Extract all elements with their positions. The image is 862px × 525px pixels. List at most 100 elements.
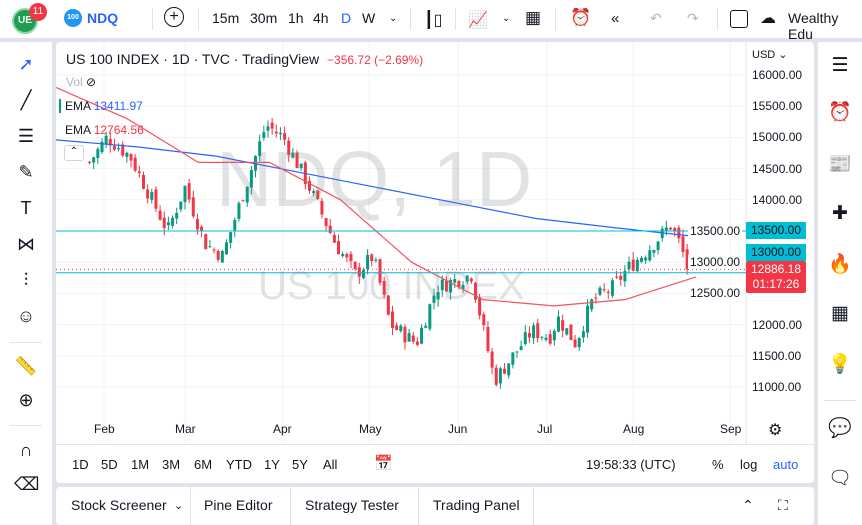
interval-4h[interactable]: 4h <box>313 10 329 26</box>
range-button[interactable]: 1D <box>72 457 89 472</box>
cloud-save-icon[interactable]: ☁ <box>760 10 776 27</box>
candle-body <box>399 325 403 332</box>
goto-date-icon[interactable]: 📅 <box>374 455 393 472</box>
time-tick: May <box>359 422 382 436</box>
fib-icon[interactable]: ☰ <box>17 126 35 146</box>
emoji-icon[interactable]: ☺ <box>16 306 36 326</box>
range-button[interactable]: 1M <box>131 457 150 472</box>
right-toolbar: ☰ ⏰ 📰 ✚ 🔥 ▦ 💡 💬 🗨 <box>818 42 862 525</box>
hotlist-fire-icon[interactable]: 🔥 <box>828 254 852 275</box>
replay-icon[interactable]: « <box>611 10 620 27</box>
candle-body <box>436 292 440 300</box>
vol-label[interactable]: Vol <box>66 75 83 89</box>
eraser-icon[interactable]: ⌫ <box>14 474 40 494</box>
redo-icon[interactable]: ↷ <box>687 10 699 26</box>
ema2-legend[interactable]: EMA 12764.56 <box>65 123 144 137</box>
interval-1h[interactable]: 1h <box>288 10 304 26</box>
auto-toggle[interactable]: auto <box>773 457 799 472</box>
add-note-icon[interactable]: ✚ <box>832 203 848 224</box>
candle-body <box>374 259 378 261</box>
collapse-panel-icon[interactable]: ⌃ <box>742 497 754 513</box>
candles-icon[interactable]: ┃▯ <box>424 12 443 29</box>
text-icon[interactable]: T <box>20 198 32 218</box>
candle-body <box>523 332 527 345</box>
interval-d[interactable]: D <box>341 10 352 26</box>
undo-icon[interactable]: ↶ <box>650 10 662 26</box>
candle-body <box>224 242 228 255</box>
clock-readout[interactable]: 19:58:33 (UTC) <box>586 457 676 472</box>
alarm-clock-icon[interactable]: ⏰ <box>828 102 852 123</box>
candle-body <box>627 261 631 270</box>
tab-stock-screener[interactable]: Stock Screener <box>71 497 167 513</box>
measure-lines-icon[interactable]: ⫶ <box>23 270 29 290</box>
candle-body <box>561 320 565 331</box>
magnet-icon[interactable]: ∩ <box>19 440 33 460</box>
chevron-down-icon[interactable]: ⌄ <box>502 13 511 24</box>
interval-w[interactable]: W <box>362 10 376 26</box>
candle-body <box>353 261 357 269</box>
tab-strategy-tester[interactable]: Strategy Tester <box>305 497 399 513</box>
pattern-icon[interactable]: ⋈ <box>17 234 35 254</box>
price-chart[interactable] <box>56 42 814 483</box>
candle-body <box>129 153 133 161</box>
news-icon[interactable]: 📰 <box>828 154 852 175</box>
watchlist-icon[interactable]: ☰ <box>831 55 849 76</box>
candle-body <box>669 227 673 230</box>
candle-body <box>581 331 585 338</box>
lightbulb-icon[interactable]: 💡 <box>828 354 852 375</box>
currency-select[interactable]: USD ⌄ <box>752 49 788 61</box>
chevron-down-icon[interactable]: ⌄ <box>389 13 398 24</box>
candle-body <box>249 170 253 188</box>
last-price: 12886.18 <box>750 262 802 276</box>
zoom-in-icon[interactable]: ⊕ <box>18 390 34 410</box>
add-symbol-icon[interactable]: + <box>164 7 184 27</box>
chart-pane[interactable]: NDQ, 1D US 100 INDEX US 100 INDEX · 1D ·… <box>56 42 814 483</box>
range-button[interactable]: All <box>323 457 338 472</box>
alert-clock-icon[interactable]: ⏰ <box>570 8 592 27</box>
candle-body <box>386 295 390 315</box>
ema1-legend[interactable]: EMA 13411.97 <box>59 99 143 113</box>
range-button[interactable]: 5Y <box>292 457 308 472</box>
account-name[interactable]: Wealthy Edu <box>788 10 839 42</box>
candle-body <box>440 279 444 291</box>
tab-pine-editor[interactable]: Pine Editor <box>204 497 273 513</box>
candle-body <box>212 249 216 251</box>
candle-body <box>370 254 374 261</box>
interval-30m[interactable]: 30m <box>250 10 278 26</box>
layout-grid-icon[interactable]: ▦ <box>525 8 542 27</box>
symbol-search[interactable]: 100 NDQ <box>64 9 118 27</box>
time-tick: Sep <box>720 422 742 436</box>
chevron-down-icon[interactable]: ⌄ <box>174 500 184 512</box>
brush-icon[interactable]: ✎ <box>18 162 34 182</box>
range-button[interactable]: YTD <box>226 457 252 472</box>
fullscreen-box-icon[interactable] <box>730 10 748 28</box>
ruler-icon[interactable]: 📏 <box>14 356 38 376</box>
gear-icon[interactable]: ⚙ <box>768 422 783 439</box>
candle-body <box>195 218 199 230</box>
cursor-icon[interactable]: ➚ <box>18 54 34 74</box>
eye-hidden-icon[interactable]: ⊘ <box>86 75 97 89</box>
trend-line-icon[interactable]: ╱ <box>20 90 32 110</box>
candle-body <box>606 291 610 293</box>
log-toggle[interactable]: log <box>740 457 758 472</box>
tab-trading-panel[interactable]: Trading Panel <box>433 497 520 513</box>
collapse-legend-button[interactable]: ⌃ <box>64 145 84 161</box>
chat-icon[interactable]: 💬 <box>828 418 852 439</box>
range-button[interactable]: 3M <box>162 457 181 472</box>
candle-body <box>498 368 502 384</box>
price-tick: 11000.00 <box>752 380 802 394</box>
calendar-icon[interactable]: ▦ <box>831 303 849 324</box>
range-button[interactable]: 6M <box>194 457 213 472</box>
time-tick: Jun <box>448 422 468 436</box>
indicators-icon[interactable]: 📈 <box>468 12 488 29</box>
range-button[interactable]: 5D <box>101 457 118 472</box>
maximize-panel-icon[interactable]: ⛶ <box>778 497 788 513</box>
price-tick: 16000.00 <box>752 68 803 82</box>
candle-body <box>639 257 643 262</box>
legend-title[interactable]: US 100 INDEX · 1D · TVC · TradingView <box>66 51 320 67</box>
range-button[interactable]: 1Y <box>264 457 280 472</box>
chats-icon[interactable]: 🗨 <box>827 468 853 489</box>
percent-toggle[interactable]: % <box>712 457 724 472</box>
legend-change: −356.72 (−2.69%) <box>327 53 424 67</box>
interval-15m[interactable]: 15m <box>212 10 240 26</box>
